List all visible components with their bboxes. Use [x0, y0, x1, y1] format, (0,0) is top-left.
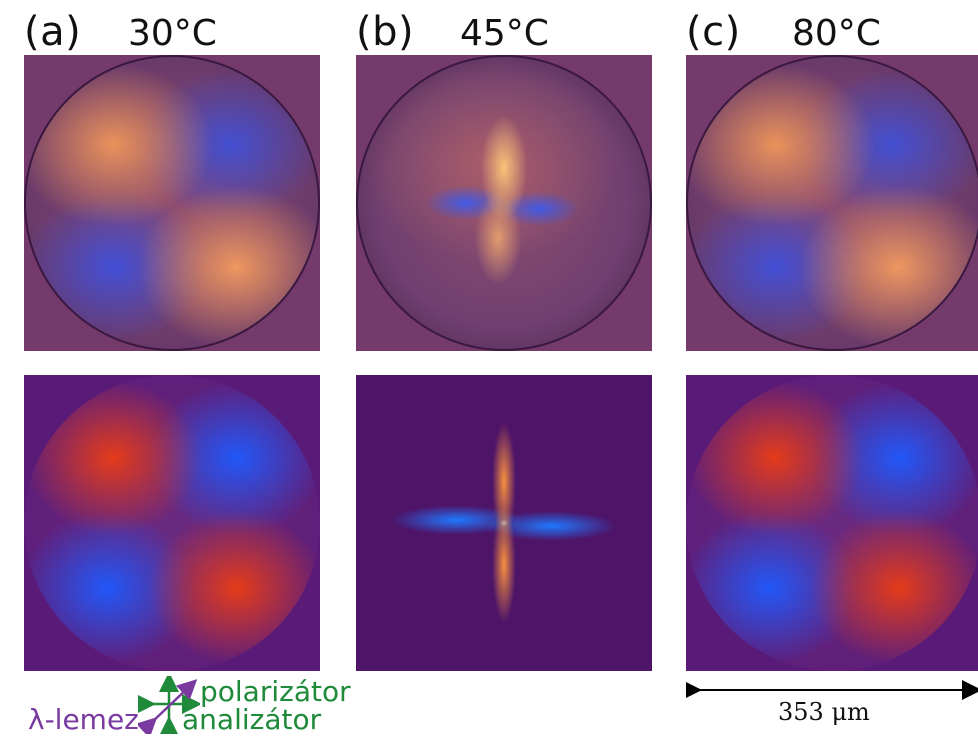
experimental-image-c: [686, 55, 978, 351]
polarizer-label: polarizátor: [200, 675, 351, 708]
panel-label-b: (b): [356, 9, 415, 55]
panel-temperature-b: 45°C: [460, 13, 549, 54]
scale-bar: [686, 680, 978, 700]
panel-temperature-a: 30°C: [128, 13, 217, 54]
analyzer-label: analizátor: [182, 703, 322, 736]
experimental-image-a: [24, 55, 320, 351]
experimental-image-b: [356, 55, 652, 351]
panel-label-a: (a): [24, 9, 82, 55]
scale-bar-label: 353 μm: [778, 698, 870, 726]
simulated-image-c: [686, 375, 978, 671]
simulated-image-b: [356, 375, 652, 671]
panel-temperature-c: 80°C: [792, 13, 881, 54]
simulated-image-a: [24, 375, 320, 671]
polarizer-analyzer-axes-icon: [138, 676, 200, 734]
panel-label-c: (c): [686, 9, 741, 55]
waveplate-label: λ-lemez: [28, 703, 139, 736]
